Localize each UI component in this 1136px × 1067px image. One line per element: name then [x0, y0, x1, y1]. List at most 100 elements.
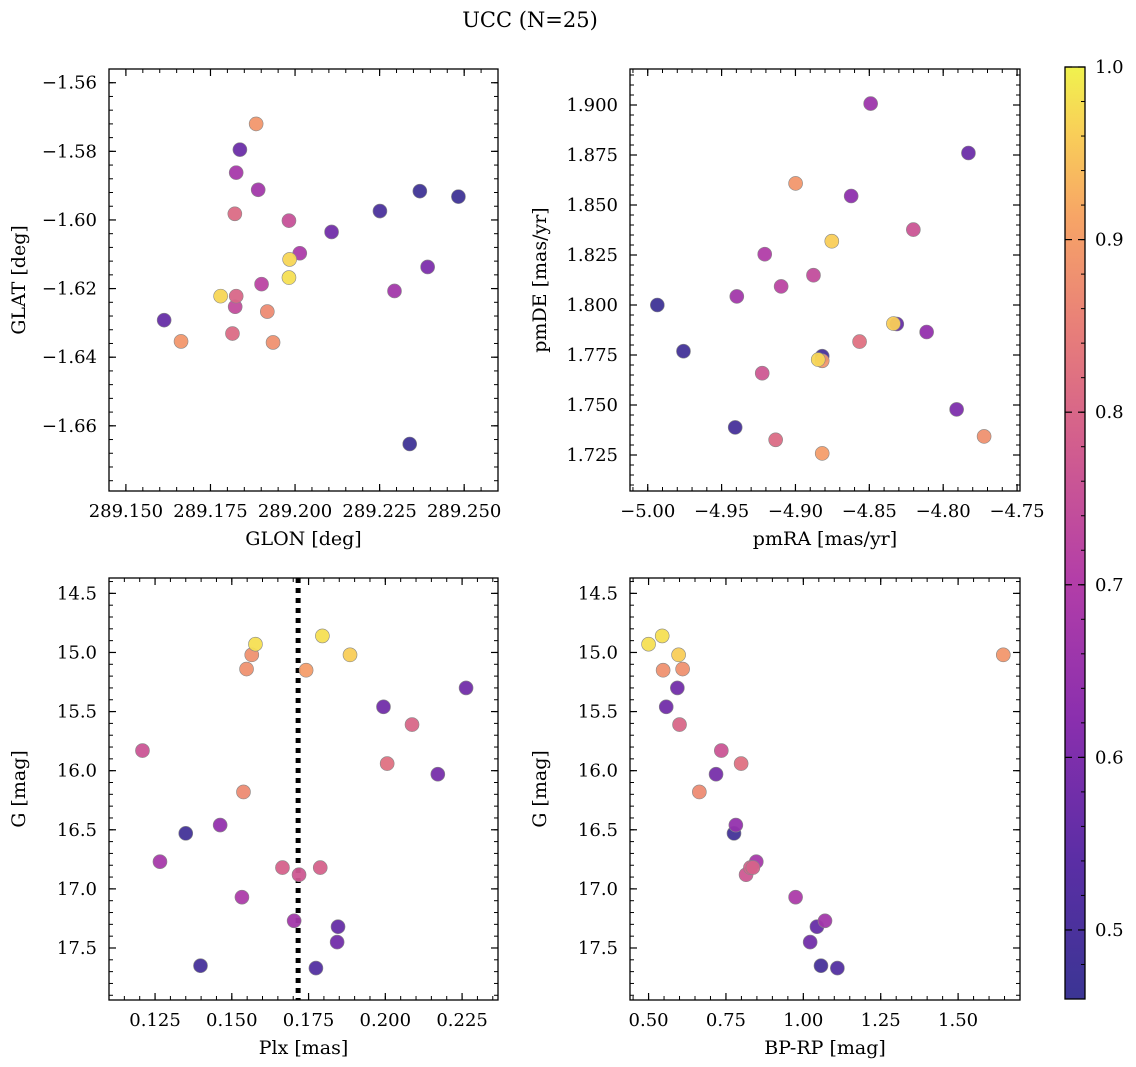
scatter-point [655, 662, 671, 678]
y-tick-label: 15.5 [578, 702, 618, 723]
scatter-point [248, 116, 264, 132]
scatter-point [843, 188, 859, 204]
scatter-point [886, 316, 901, 331]
x-tick-label: −4.85 [842, 501, 897, 522]
y-tick-label: 16.5 [57, 820, 97, 841]
x-axis-label: Plx [mas] [259, 1037, 349, 1059]
scatter-point [906, 222, 921, 237]
scatter-point [173, 334, 189, 349]
y-tick-label: 1.900 [566, 95, 618, 116]
plx-g-panel: 0.125 0.150 0.175 0.200 0.225 14.5 15.0 15.5 16.… [8, 577, 499, 1059]
y-tick-label: 1.850 [566, 195, 618, 216]
scatter-point [727, 420, 743, 435]
y-axis-label: G [mag] [8, 750, 30, 828]
scatter-point [852, 334, 867, 349]
scatter-point [248, 636, 263, 652]
scatter-point [676, 343, 691, 359]
scatter-point [714, 743, 729, 758]
colorbar-gradient [1064, 66, 1086, 1000]
figure-title: UCC (N=25) [462, 8, 598, 32]
plot-frame [108, 577, 499, 1001]
y-tick-label: −1.64 [42, 347, 97, 368]
y-tick-label: 16.0 [578, 761, 618, 782]
x-tick-label: 0.50 [629, 1010, 669, 1031]
scatter-point [754, 365, 770, 381]
y-tick-label: 14.5 [578, 583, 618, 604]
y-tick-label: 16.0 [57, 761, 97, 782]
scatter-point [430, 766, 446, 782]
y-tick-label: 1.800 [566, 295, 618, 316]
y-tick-label: −1.66 [42, 416, 97, 437]
scatter-point [708, 766, 724, 782]
y-tick-label: 16.5 [578, 820, 618, 841]
x-tick-label: 1.25 [861, 1010, 901, 1031]
scatter-point [312, 860, 328, 875]
scatter-point [376, 699, 391, 715]
y-tick-label: −1.62 [42, 279, 97, 300]
y-tick-label: 17.0 [578, 879, 618, 900]
scatter-point [342, 647, 358, 663]
scatter-point [830, 960, 845, 976]
scatter-point [156, 312, 172, 328]
y-axis-label: GLAT [deg] [8, 225, 30, 335]
scatter-point [420, 259, 435, 275]
x-tick-label: −4.95 [694, 501, 749, 522]
scatter-point [387, 283, 402, 299]
scatter-point [212, 817, 228, 833]
x-tick-label: 1.50 [938, 1010, 978, 1031]
y-axis-label: pmDE [mas/yr] [529, 207, 551, 352]
y-tick-label: 15.0 [578, 642, 618, 663]
x-tick-label: 0.150 [206, 1010, 258, 1031]
y-tick-label: −1.60 [42, 210, 97, 231]
scatter-point [728, 817, 744, 833]
scatter-point [227, 206, 243, 222]
scatter-point [458, 680, 474, 696]
plot-frame [629, 68, 1021, 492]
plot-frame [629, 577, 1021, 1001]
plot-frame [108, 68, 499, 492]
scatter-point [814, 446, 830, 461]
colorbar-tick-label: 0.8 [1095, 402, 1124, 423]
x-tick-label: 289.150 [89, 501, 163, 522]
scatter-point [412, 183, 428, 199]
scatter-point [372, 203, 388, 219]
scatter-point [135, 743, 150, 758]
x-tick-label: 0.200 [360, 1010, 412, 1031]
y-axis-label: G [mag] [529, 750, 551, 828]
y-tick-label: 1.725 [566, 445, 618, 466]
scatter-point [324, 224, 339, 240]
scatter-point [810, 352, 826, 367]
x-tick-label: −5.00 [620, 501, 675, 522]
scatter-point [949, 402, 964, 417]
x-tick-label: 1.00 [783, 1010, 823, 1031]
y-tick-label: 17.5 [57, 938, 97, 959]
y-tick-label: 17.0 [57, 879, 97, 900]
scatter-point [757, 246, 773, 262]
scatter-point [315, 628, 330, 644]
colorbar-tick-label: 0.7 [1095, 575, 1124, 596]
scatter-point [260, 304, 275, 319]
scatter-point [228, 165, 244, 180]
scatter-point [817, 913, 833, 929]
scatter-point [745, 860, 761, 875]
colorbar-tick-label: 1.0 [1095, 57, 1124, 78]
y-tick-label: 17.5 [578, 938, 618, 959]
x-tick-label: 0.125 [129, 1010, 181, 1031]
x-tick-label: 0.175 [283, 1010, 335, 1031]
y-tick-label: 1.775 [566, 345, 618, 366]
y-tick-label: −1.58 [42, 141, 97, 162]
colorbar-tick-label: 0.6 [1095, 747, 1124, 768]
scatter-point [788, 176, 803, 191]
scatter-point [824, 233, 840, 249]
scatter-point [919, 324, 934, 340]
y-tick-label: 14.5 [57, 583, 97, 604]
scatter-point [863, 96, 878, 111]
scatter-point [671, 647, 686, 663]
colorbar-tick-label: 0.9 [1095, 230, 1124, 251]
scatter-point [806, 267, 821, 283]
scatter-point [961, 145, 976, 161]
scatter-point [654, 628, 670, 644]
scatter-point [672, 717, 687, 732]
scatter-point [281, 213, 297, 228]
scatter-point [239, 661, 254, 677]
